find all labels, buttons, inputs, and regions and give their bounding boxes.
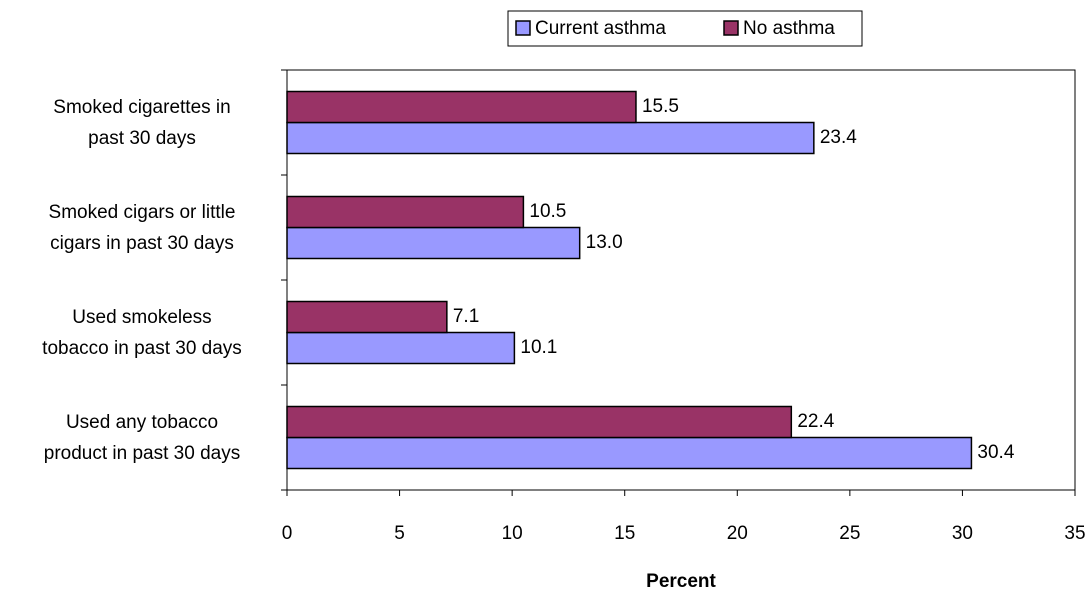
x-axis-title: Percent: [646, 571, 716, 592]
data-label: 15.5: [642, 96, 679, 117]
y-tick-label: Used any tobacco product in past 30 days: [43, 411, 241, 464]
legend-swatch: [515, 20, 531, 36]
bar: [286, 90, 637, 124]
y-tick-label: Used smokeless tobacco in past 30 days: [42, 306, 242, 359]
y-tick-label: Smoked cigarettes in past 30 days: [53, 96, 231, 149]
legend-swatch: [723, 20, 739, 36]
x-tick-label: 35: [1064, 523, 1085, 544]
data-label: 22.4: [797, 411, 834, 432]
legend-box: [507, 10, 863, 47]
x-tick-label: 20: [727, 523, 748, 544]
data-label: 10.5: [529, 201, 566, 222]
x-tick-label: 0: [282, 523, 293, 544]
bar: [286, 300, 448, 334]
data-label: 7.1: [453, 306, 479, 327]
x-tick-label: 10: [502, 523, 523, 544]
x-tick-label: 5: [394, 523, 405, 544]
x-tick-label: 25: [839, 523, 860, 544]
x-tick-label: 30: [952, 523, 973, 544]
data-label: 10.1: [520, 337, 557, 358]
bar: [286, 226, 581, 260]
bar: [286, 405, 793, 439]
bar: [286, 121, 815, 155]
data-label: 13.0: [586, 232, 623, 253]
data-label: 23.4: [820, 127, 857, 148]
legend-label: No asthma: [743, 18, 835, 39]
bar: [286, 436, 973, 470]
legend-label: Current asthma: [535, 18, 666, 39]
data-label: 30.4: [977, 442, 1014, 463]
bar: [286, 195, 525, 229]
y-tick-label: Smoked cigars or little cigars in past 3…: [48, 201, 236, 254]
bar: [286, 331, 516, 365]
x-tick-label: 15: [614, 523, 635, 544]
